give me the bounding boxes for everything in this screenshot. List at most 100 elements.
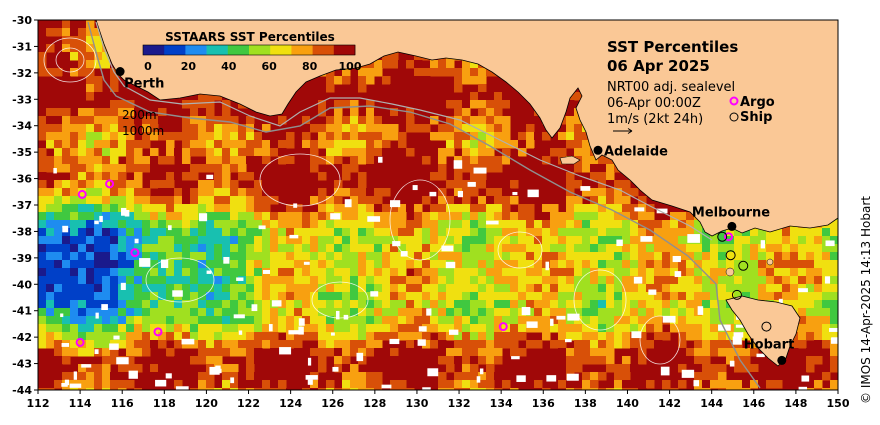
sst-cell xyxy=(646,276,655,285)
sst-cell xyxy=(398,364,407,373)
sst-cell xyxy=(78,260,87,269)
cloud-gap xyxy=(824,276,831,284)
sst-cell xyxy=(590,348,599,357)
x-tick-label: 124 xyxy=(279,397,302,410)
sst-cell xyxy=(526,220,535,229)
sst-cell xyxy=(422,268,431,277)
sst-cell xyxy=(390,252,399,261)
sst-cell xyxy=(270,324,279,333)
sst-cell xyxy=(566,172,575,181)
sst-cell xyxy=(462,132,471,141)
sst-cell xyxy=(246,380,255,389)
sst-cell xyxy=(342,308,351,317)
sst-cell xyxy=(790,276,799,285)
sst-cell xyxy=(430,316,439,325)
sst-cell xyxy=(262,372,271,381)
sst-cell xyxy=(214,268,223,277)
sst-cell xyxy=(614,220,623,229)
sst-cell xyxy=(686,348,695,357)
sst-cell xyxy=(622,188,631,197)
sst-cell xyxy=(470,204,479,213)
y-tick-label: -40 xyxy=(12,278,32,291)
sst-cell xyxy=(726,316,735,325)
sst-cell xyxy=(134,300,143,309)
sst-cell xyxy=(222,100,231,109)
sst-cell xyxy=(622,292,631,301)
sst-cell xyxy=(286,236,295,245)
sst-cell xyxy=(358,260,367,269)
cloud-gap xyxy=(370,291,379,297)
sst-cell xyxy=(502,140,511,149)
sst-cell xyxy=(462,212,471,221)
sst-cell xyxy=(278,276,287,285)
cloud-gap xyxy=(412,185,418,191)
sst-cell xyxy=(230,372,239,381)
sst-cell xyxy=(230,180,239,189)
sst-cell xyxy=(438,188,447,197)
sst-cell xyxy=(358,140,367,149)
sst-cell xyxy=(774,284,783,293)
sst-cell xyxy=(462,324,471,333)
sst-cell xyxy=(454,252,463,261)
sst-cell xyxy=(414,252,423,261)
sst-cell xyxy=(774,268,783,277)
sst-cell xyxy=(446,268,455,277)
sst-cell xyxy=(598,220,607,229)
sst-cell xyxy=(502,92,511,101)
sst-cell xyxy=(86,156,95,165)
sst-cell xyxy=(662,332,671,341)
sst-cell xyxy=(638,356,647,365)
sst-cell xyxy=(246,324,255,333)
sst-cell xyxy=(214,348,223,357)
sst-cell xyxy=(462,196,471,205)
sst-cell xyxy=(510,236,519,245)
sst-cell xyxy=(590,268,599,277)
sst-cell xyxy=(94,116,103,125)
sst-cell xyxy=(750,252,759,261)
sst-cell xyxy=(230,156,239,165)
sst-cell xyxy=(246,340,255,349)
sst-cell xyxy=(62,372,71,381)
sst-cell xyxy=(814,284,823,293)
sst-cell xyxy=(710,372,719,381)
cloud-gap xyxy=(392,241,401,247)
cloud-gap xyxy=(521,306,531,316)
sst-cell xyxy=(86,132,95,141)
sst-cell xyxy=(230,132,239,141)
sst-cell xyxy=(542,300,551,309)
sst-cell xyxy=(70,68,79,77)
sst-cell xyxy=(102,156,111,165)
sst-cell xyxy=(70,348,79,357)
sst-cell xyxy=(150,244,159,253)
sst-cell xyxy=(166,212,175,221)
sst-cell xyxy=(150,100,159,109)
sst-cell xyxy=(478,148,487,157)
colorbar-tick-label: 80 xyxy=(302,60,318,73)
sst-cell xyxy=(702,260,711,269)
sst-cell xyxy=(558,148,567,157)
sst-cell xyxy=(54,220,63,229)
sst-cell xyxy=(54,268,63,277)
cloud-gap xyxy=(511,356,520,360)
sst-cell xyxy=(414,68,423,77)
sst-cell xyxy=(574,140,583,149)
sst-cell xyxy=(46,268,55,277)
sst-cell xyxy=(582,204,591,213)
sst-cell xyxy=(270,260,279,269)
sst-cell xyxy=(686,244,695,253)
sst-cell xyxy=(398,388,407,390)
sst-cell xyxy=(86,292,95,301)
sst-cell xyxy=(614,316,623,325)
sst-cell xyxy=(446,348,455,357)
sst-cell xyxy=(342,76,351,85)
sst-cell xyxy=(502,132,511,141)
sst-cell xyxy=(166,132,175,141)
sst-cell xyxy=(598,388,607,390)
sst-cell xyxy=(310,196,319,205)
sst-cell xyxy=(326,124,335,133)
sst-cell xyxy=(470,228,479,237)
sst-cell xyxy=(582,292,591,301)
sst-cell xyxy=(326,308,335,317)
sst-cell xyxy=(614,300,623,309)
sst-cell xyxy=(46,100,55,109)
